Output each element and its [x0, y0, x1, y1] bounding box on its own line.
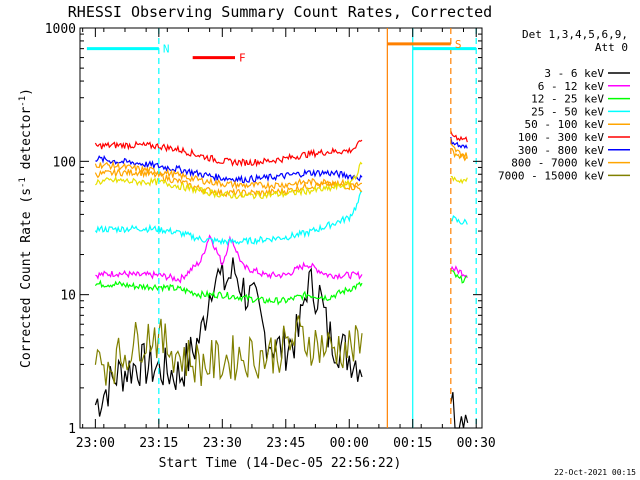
legend-header-line-2: Att 0: [595, 41, 628, 54]
x-tick-label: 00:00: [330, 436, 369, 451]
y-tick-label: 1000: [45, 22, 76, 37]
legend-header-line-1: Det 1,3,4,5,6,9,: [522, 28, 628, 41]
marker-layer: N F S: [86, 28, 477, 428]
x-tick-label: 00:30: [457, 436, 496, 451]
x-tick-label: 23:30: [203, 436, 242, 451]
flag-label: S: [455, 38, 462, 51]
y-tick-label: 100: [53, 155, 76, 170]
series-line: [450, 130, 468, 143]
series-line: [94, 279, 363, 306]
x-axis: 23:00 23:15 23:30 23:45 00:00 00:15 00:30: [76, 28, 496, 451]
series-layer: [94, 130, 469, 429]
legend-item-label: 50 - 100 keV: [525, 118, 605, 131]
legend-item-label: 6 - 12 keV: [538, 80, 605, 93]
x-tick-label: 23:15: [139, 436, 178, 451]
legend-item-label: 7000 - 15000 keV: [498, 169, 604, 182]
series-line: [450, 391, 469, 429]
legend-item-label: 300 - 800 keV: [518, 144, 604, 157]
plot-area: N F S: [79, 27, 483, 429]
series-line: [450, 176, 468, 185]
legend-item-label: 25 - 50 keV: [531, 105, 604, 118]
y-tick-label: 1: [68, 422, 76, 437]
x-tick-label: 00:15: [393, 436, 432, 451]
y-tick-label: 10: [60, 289, 76, 304]
series-line: [94, 190, 363, 247]
series-line: [450, 143, 468, 160]
legend-item-label: 100 - 300 keV: [518, 131, 604, 144]
series-line: [94, 315, 363, 387]
series-line: [95, 234, 363, 284]
legend-item-label: 12 - 25 keV: [531, 93, 604, 106]
y-axis: 1 10 100 1000: [45, 22, 482, 437]
series-line: [94, 161, 363, 200]
series-line: [95, 154, 363, 184]
series-line: [450, 214, 468, 225]
legend-item-label: 3 - 6 keV: [544, 67, 604, 80]
series-line: [450, 265, 468, 279]
series-line: [94, 139, 363, 168]
chart-title: RHESSI Observing Summary Count Rates, Co…: [68, 3, 492, 21]
series-line: [450, 148, 468, 162]
y-axis-label: Corrected Count Rate (s-1 detector-1): [18, 88, 34, 368]
plot-frame: [79, 27, 483, 429]
series-line: [450, 136, 468, 149]
series-line: [94, 160, 363, 191]
flag-label: F: [239, 52, 246, 65]
x-tick-label: 23:00: [76, 436, 115, 451]
footer-date: 22-Oct-2021 00:15: [554, 468, 636, 477]
series-line: [94, 257, 363, 417]
legend-item-label: 800 - 7000 keV: [511, 157, 604, 170]
x-tick-label: 23:45: [266, 436, 305, 451]
flag-label: N: [163, 43, 170, 56]
x-axis-label: Start Time (14-Dec-05 22:56:22): [159, 456, 402, 471]
series-line: [450, 270, 468, 284]
